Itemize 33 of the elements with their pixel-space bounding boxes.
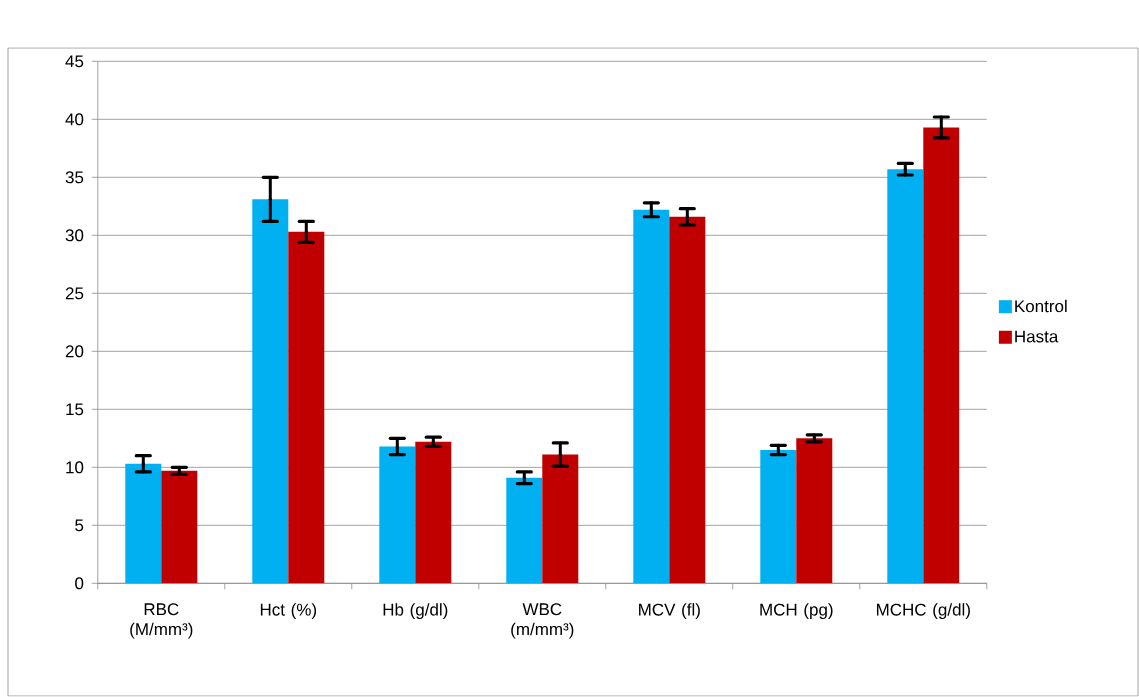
bar bbox=[506, 477, 543, 584]
x-tick-label: RBC (M/mm³) bbox=[130, 603, 193, 639]
bar bbox=[669, 216, 706, 584]
y-tick-label: 5 bbox=[75, 519, 84, 532]
legend-label: Kontrol bbox=[1015, 299, 1067, 313]
y-tick-label: 0 bbox=[75, 577, 84, 590]
y-tick-label: 20 bbox=[65, 345, 84, 358]
bar bbox=[542, 454, 579, 584]
bar bbox=[125, 463, 162, 584]
bar bbox=[796, 438, 833, 584]
legend-label: Hasta bbox=[1015, 330, 1059, 343]
bar bbox=[415, 441, 452, 584]
bar bbox=[161, 470, 198, 584]
x-tick-label: MCV (fl) bbox=[639, 603, 700, 620]
x-tick-label: WBC (m/mm³) bbox=[511, 603, 574, 639]
y-tick-label: 35 bbox=[65, 171, 84, 184]
x-tick-label: Hct (%) bbox=[260, 603, 317, 620]
bar bbox=[760, 449, 797, 584]
y-tick-label: 15 bbox=[66, 403, 84, 416]
x-tick-label: MCH (pg) bbox=[760, 603, 833, 620]
y-tick-label: 30 bbox=[65, 229, 84, 242]
bar bbox=[288, 231, 325, 584]
y-tick-label: 10 bbox=[66, 461, 84, 474]
x-tick-label: Hb (g/dl) bbox=[383, 603, 448, 620]
bar bbox=[633, 209, 670, 584]
bar bbox=[379, 446, 416, 584]
y-tick-label: 45 bbox=[65, 55, 84, 68]
bar bbox=[252, 199, 289, 584]
y-tick-label: 40 bbox=[65, 113, 84, 126]
y-tick-label: 25 bbox=[65, 287, 84, 300]
x-tick-label: MCHC (g/dl) bbox=[877, 603, 970, 620]
bar bbox=[923, 127, 960, 584]
bar bbox=[887, 169, 924, 584]
